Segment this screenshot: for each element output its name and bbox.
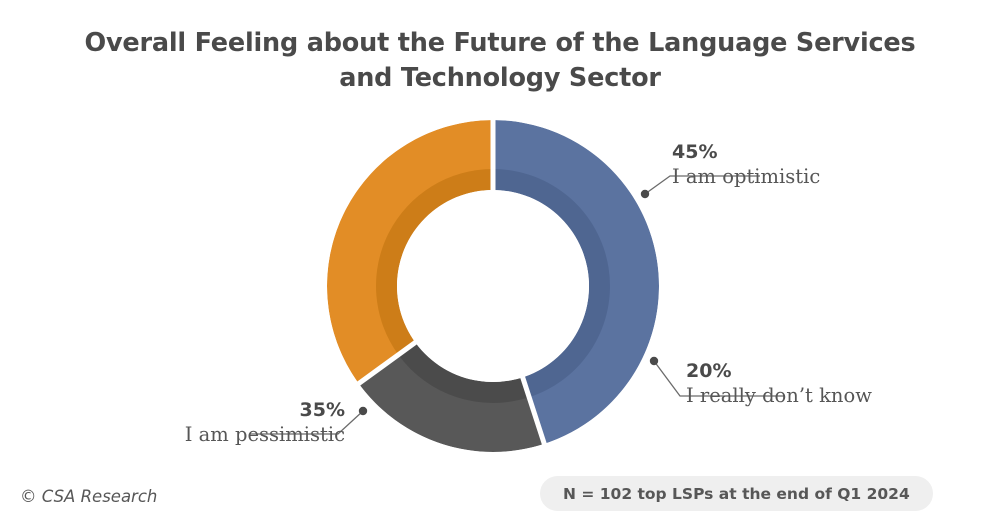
callout-pessimistic-category: I am pessimistic: [184, 423, 345, 447]
leader-dot-dontknow: [649, 356, 659, 366]
callout-optimistic[interactable]: 45% I am optimistic: [672, 141, 821, 190]
callout-dontknow[interactable]: 20% I really don’t know: [686, 360, 872, 409]
chart-title-line-2: and Technology Sector: [339, 62, 661, 93]
callout-dontknow-category: I really don’t know: [686, 384, 872, 408]
sample-size-note-text: N = 102 top LSPs at the end of Q1 2024: [563, 484, 910, 503]
sample-size-note: N = 102 top LSPs at the end of Q1 2024: [540, 476, 933, 511]
leader-line-optimistic: [640, 175, 760, 199]
chart-title-line-1: Overall Feeling about the Future of the …: [84, 28, 916, 58]
leader-dot-optimistic: [640, 189, 650, 199]
leader-line-dontknow: [649, 356, 785, 397]
copyright-text: © CSA Research: [20, 487, 158, 506]
leader-dot-pessimistic: [358, 406, 368, 416]
callout-dontknow-percent: 20%: [686, 360, 732, 382]
callout-pessimistic[interactable]: 35% I am pessimistic: [160, 399, 345, 448]
callout-optimistic-percent: 45%: [672, 141, 718, 163]
leader-line-pessimistic: [250, 406, 368, 435]
chart-title: Overall Feeling about the Future of the …: [0, 26, 1000, 95]
copyright-notice: © CSA Research: [20, 487, 157, 506]
callout-optimistic-category: I am optimistic: [672, 165, 821, 189]
donut-hole: [397, 190, 589, 382]
callout-pessimistic-percent: 35%: [299, 399, 345, 421]
